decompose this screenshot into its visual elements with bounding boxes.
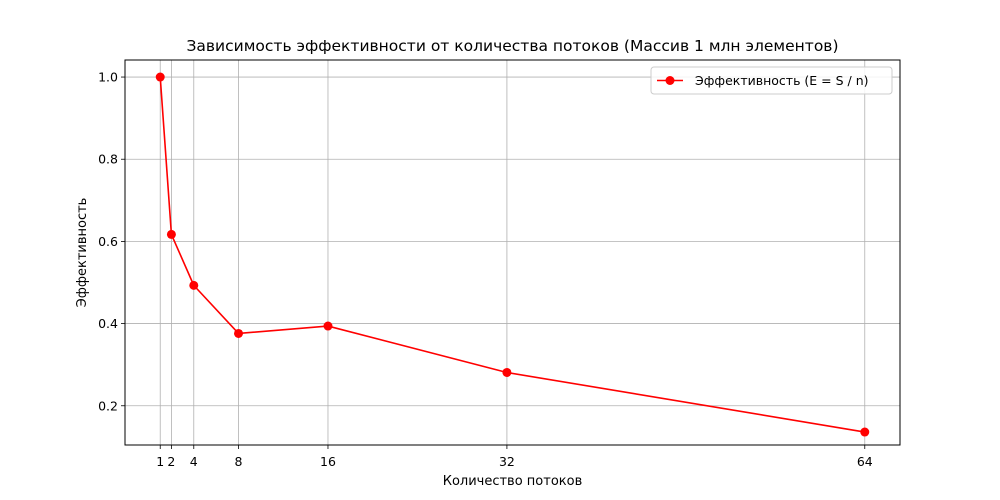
plot-frame — [124, 59, 901, 446]
data-point — [166, 229, 176, 239]
y-tick-label: 0.4 — [98, 316, 118, 331]
series-layer — [155, 72, 870, 437]
legend-marker-swatch — [665, 76, 675, 85]
y-tick-label: 0.8 — [98, 152, 118, 167]
data-point — [502, 367, 512, 377]
y-tick-label: 0.2 — [98, 398, 118, 413]
x-tick-label: 1 — [156, 454, 164, 469]
data-point — [860, 427, 870, 437]
ticks-layer: 1 2 4 8 16 32 64 0.2 0.4 0.6 0.8 1.0 — [98, 70, 873, 469]
data-point — [323, 321, 333, 331]
x-tick-label: 64 — [857, 454, 873, 469]
legend-frame — [650, 66, 893, 95]
x-tick-label: 4 — [190, 454, 198, 469]
y-tick-label: 1.0 — [98, 70, 118, 85]
data-point — [189, 280, 199, 290]
x-tick-label: 32 — [499, 454, 515, 469]
chart-title: Зависимость эффективности от количества … — [186, 37, 838, 55]
x-tick-label: 2 — [167, 454, 175, 469]
data-point — [155, 72, 165, 82]
x-tick-label: 16 — [320, 454, 336, 469]
x-tick-label: 8 — [235, 454, 243, 469]
y-axis-label: Эффективность — [75, 198, 90, 308]
x-axis-label: Количество потоков — [443, 474, 583, 489]
legend-entry-label: Эффективность (E = S / n) — [695, 73, 869, 88]
grid-layer — [125, 60, 900, 445]
y-tick-label: 0.6 — [98, 234, 118, 249]
data-point — [234, 328, 244, 338]
legend: Эффективность (E = S / n) — [650, 66, 893, 95]
